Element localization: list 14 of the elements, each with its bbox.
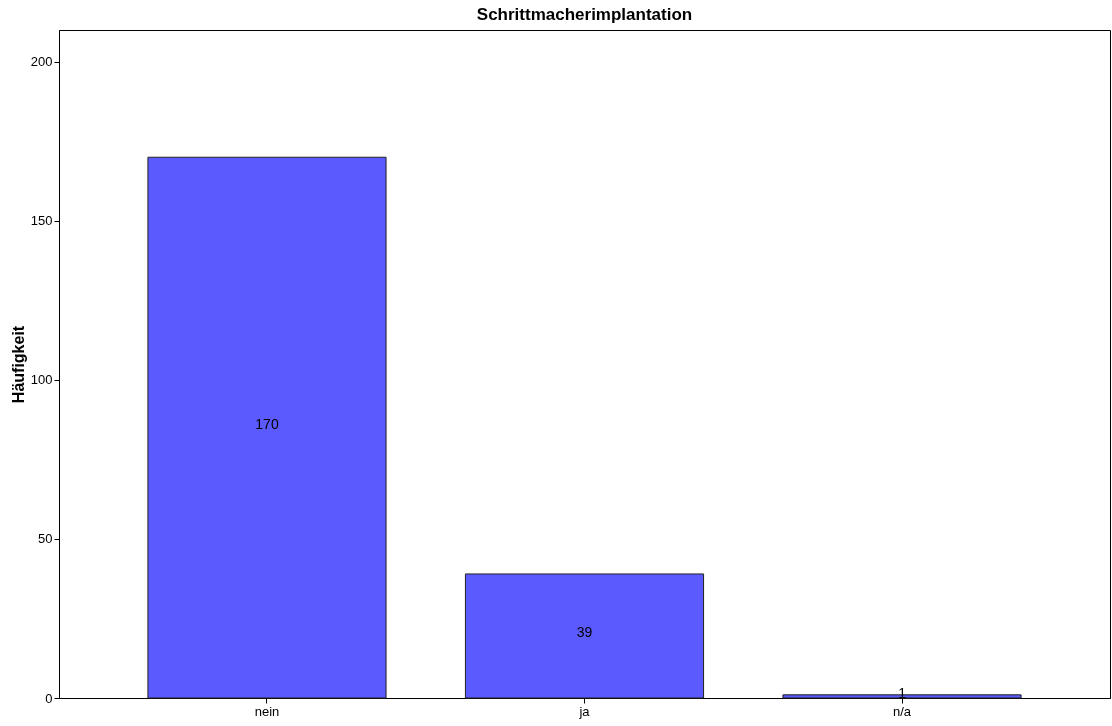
data-label: 170 xyxy=(255,415,279,432)
y-tick-label: 150 xyxy=(30,213,53,229)
x-tick-label: nein xyxy=(254,703,280,719)
chart-title: Schrittmacherimplantation xyxy=(476,5,693,24)
x-tick-label: ja xyxy=(578,703,591,719)
y-tick-label: 50 xyxy=(38,531,53,547)
y-tick-label: 0 xyxy=(45,690,53,706)
bar xyxy=(464,573,705,699)
x-tick-label: n/a xyxy=(892,703,912,719)
bar xyxy=(147,156,387,699)
data-label: 39 xyxy=(576,624,593,641)
y-tick-label: 200 xyxy=(30,54,53,70)
y-axis-title: Häufigkeit xyxy=(9,325,27,404)
y-tick-label: 100 xyxy=(30,372,53,388)
